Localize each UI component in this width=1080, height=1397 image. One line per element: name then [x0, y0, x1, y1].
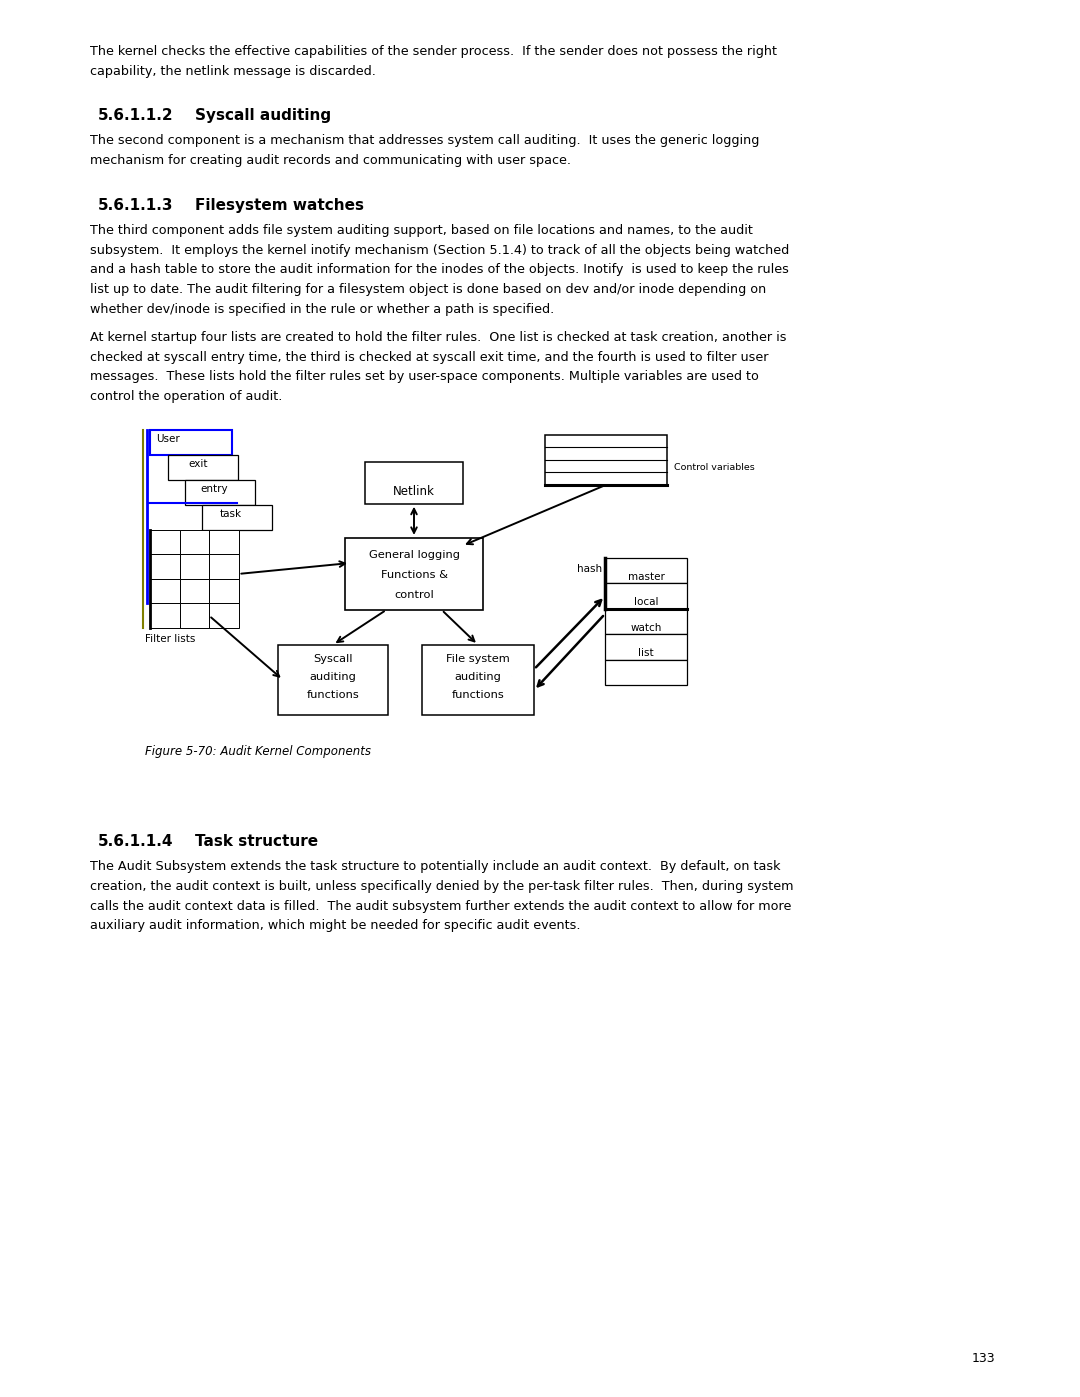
Text: subsystem.  It employs the kernel inotify mechanism (Section 5.1.4) to track of : subsystem. It employs the kernel inotify…: [90, 243, 789, 257]
Bar: [150, 578, 179, 604]
Text: Figure 5-70: Audit Kernel Components: Figure 5-70: Audit Kernel Components: [145, 745, 372, 757]
Text: checked at syscall entry time, the third is checked at syscall exit time, and th: checked at syscall entry time, the third…: [90, 351, 769, 363]
Bar: [605, 609, 687, 634]
Bar: [179, 529, 210, 555]
Bar: [605, 557, 687, 584]
Text: auxiliary audit information, which might be needed for specific audit events.: auxiliary audit information, which might…: [90, 919, 581, 932]
Text: auditing: auditing: [310, 672, 356, 682]
Text: list: list: [638, 648, 653, 658]
Text: list up to date. The audit filtering for a filesystem object is done based on de: list up to date. The audit filtering for…: [90, 284, 766, 296]
Text: hash: hash: [577, 564, 603, 574]
Bar: [278, 645, 388, 715]
Bar: [605, 659, 687, 686]
Bar: [179, 604, 210, 627]
Bar: [365, 462, 463, 504]
Text: entry: entry: [200, 483, 228, 493]
Text: 133: 133: [971, 1352, 995, 1365]
Text: watch: watch: [631, 623, 662, 633]
Text: functions: functions: [451, 690, 504, 700]
Text: Filesystem watches: Filesystem watches: [195, 198, 364, 212]
Text: creation, the audit context is built, unless specifically denied by the per-task: creation, the audit context is built, un…: [90, 880, 794, 893]
Text: Task structure: Task structure: [195, 834, 319, 849]
Text: local: local: [634, 597, 658, 608]
Bar: [545, 434, 667, 485]
Bar: [150, 529, 179, 555]
Text: The third component adds file system auditing support, based on file locations a: The third component adds file system aud…: [90, 224, 753, 237]
Bar: [210, 578, 239, 604]
Text: and a hash table to store the audit information for the inodes of the objects. I: and a hash table to store the audit info…: [90, 264, 788, 277]
Bar: [150, 555, 179, 578]
Text: whether dev/inode is specified in the rule or whether a path is specified.: whether dev/inode is specified in the ru…: [90, 303, 554, 316]
Bar: [345, 538, 483, 610]
Bar: [185, 479, 255, 504]
Bar: [210, 529, 239, 555]
Text: Control variables: Control variables: [674, 462, 755, 472]
Text: At kernel startup four lists are created to hold the filter rules.  One list is : At kernel startup four lists are created…: [90, 331, 786, 344]
Bar: [605, 584, 687, 609]
Text: The second component is a mechanism that addresses system call auditing.  It use: The second component is a mechanism that…: [90, 134, 759, 148]
Text: capability, the netlink message is discarded.: capability, the netlink message is disca…: [90, 64, 376, 78]
Text: calls the audit context data is filled.  The audit subsystem further extends the: calls the audit context data is filled. …: [90, 900, 792, 912]
Text: File system: File system: [446, 654, 510, 664]
Text: The kernel checks the effective capabilities of the sender process.  If the send: The kernel checks the effective capabili…: [90, 45, 777, 59]
Text: master: master: [627, 571, 664, 581]
Text: The Audit Subsystem extends the task structure to potentially include an audit c: The Audit Subsystem extends the task str…: [90, 861, 781, 873]
Bar: [202, 504, 272, 529]
Bar: [179, 555, 210, 578]
Text: User: User: [156, 434, 179, 444]
Text: Filter lists: Filter lists: [145, 634, 195, 644]
Text: functions: functions: [307, 690, 360, 700]
Bar: [150, 430, 232, 455]
Text: Functions &: Functions &: [380, 570, 447, 580]
Text: auditing: auditing: [455, 672, 501, 682]
Text: task: task: [220, 509, 242, 518]
Text: 5.6.1.1.4: 5.6.1.1.4: [98, 834, 174, 849]
Text: exit: exit: [188, 458, 207, 469]
Text: mechanism for creating audit records and communicating with user space.: mechanism for creating audit records and…: [90, 154, 571, 168]
Text: control: control: [394, 590, 434, 599]
Text: Netlink: Netlink: [393, 485, 435, 497]
Bar: [150, 604, 179, 627]
Text: Syscall auditing: Syscall auditing: [195, 109, 332, 123]
Text: General logging: General logging: [368, 550, 459, 560]
Bar: [422, 645, 534, 715]
Bar: [210, 604, 239, 627]
Text: 5.6.1.1.3: 5.6.1.1.3: [98, 198, 174, 212]
Text: 5.6.1.1.2: 5.6.1.1.2: [98, 109, 174, 123]
Text: Syscall: Syscall: [313, 654, 353, 664]
Text: control the operation of audit.: control the operation of audit.: [90, 390, 282, 404]
Bar: [605, 634, 687, 659]
Bar: [168, 455, 238, 479]
Bar: [210, 555, 239, 578]
Bar: [179, 578, 210, 604]
Text: messages.  These lists hold the filter rules set by user-space components. Multi: messages. These lists hold the filter ru…: [90, 370, 759, 383]
